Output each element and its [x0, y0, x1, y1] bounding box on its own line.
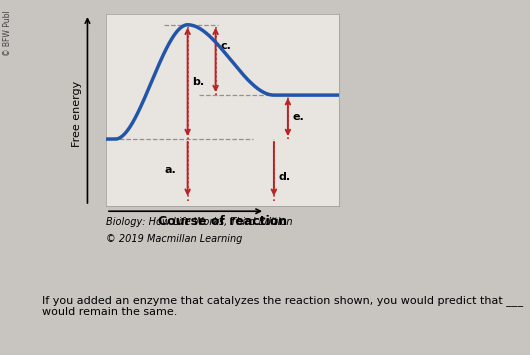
Text: Course of reaction: Course of reaction — [158, 215, 287, 228]
Text: Biology: How Life Works, Third Edition: Biology: How Life Works, Third Edition — [106, 217, 293, 226]
Text: b.: b. — [192, 77, 205, 87]
Text: a.: a. — [164, 165, 176, 175]
Text: © BFW Publ: © BFW Publ — [4, 11, 12, 56]
Text: If you added an enzyme that catalyzes the reaction shown, you would predict that: If you added an enzyme that catalyzes th… — [42, 295, 530, 317]
Text: © 2019 Macmillan Learning: © 2019 Macmillan Learning — [106, 234, 242, 244]
Text: e.: e. — [293, 112, 304, 122]
Text: Free energy: Free energy — [72, 81, 82, 147]
Text: d.: d. — [279, 172, 290, 182]
Text: c.: c. — [220, 41, 231, 51]
